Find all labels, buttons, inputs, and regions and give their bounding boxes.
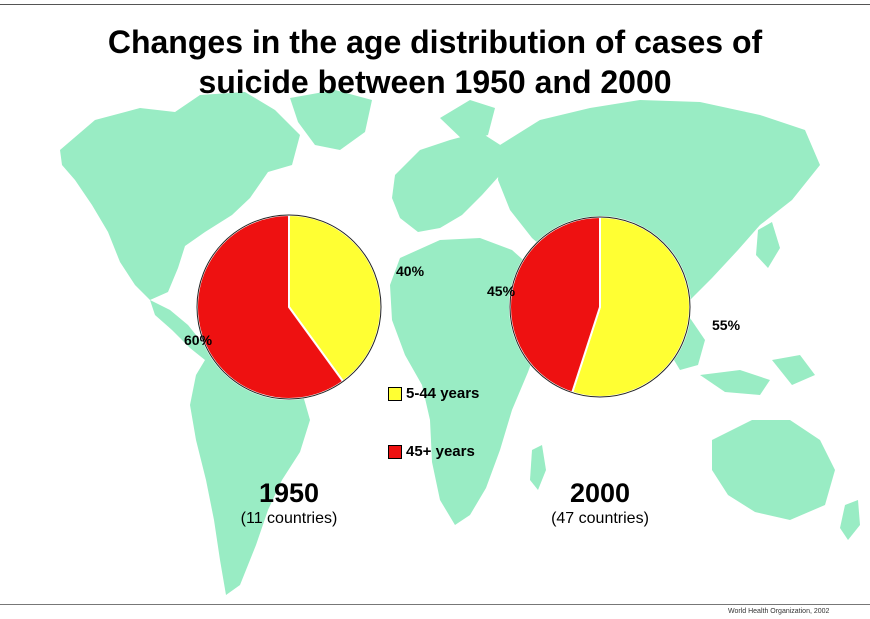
top-rule (0, 4, 870, 5)
year-label-1950: 1950 (258, 478, 320, 508)
map-japan (756, 222, 780, 268)
year-subtitle-2000: (47 countries) (551, 510, 649, 527)
legend-item-old: 45+ years (388, 443, 475, 460)
map-islands-1 (700, 370, 770, 395)
year-block-1950: 1950 (11 countries) (189, 477, 389, 529)
pie-2000-label-1: 45% (487, 283, 516, 299)
legend-label-old: 45+ years (406, 443, 475, 460)
legend-swatch-old (388, 444, 402, 459)
bottom-rule (0, 604, 870, 605)
legend-label-young: 5-44 years (406, 385, 480, 402)
map-scandinavia (440, 100, 495, 142)
footer-credit: World Health Organization, 2002 (728, 608, 830, 615)
pie-1950-outline (196, 214, 382, 400)
map-africa (390, 238, 548, 525)
year-block-2000: 2000 (47 countries) (500, 477, 700, 529)
map-islands-2 (772, 355, 815, 385)
pie-2000-label-0: 55% (712, 317, 741, 333)
map-europe (392, 132, 505, 232)
year-label-2000: 2000 (569, 478, 631, 508)
legend-item-young: 5-44 years (388, 385, 479, 402)
title-line-2: suicide between 1950 and 2000 (198, 64, 672, 100)
map-central-america (150, 300, 212, 360)
legend-swatch-young (388, 386, 402, 401)
map-new-zealand (840, 500, 860, 540)
pie-1950-label-0: 40% (396, 263, 425, 279)
map-north-america (60, 92, 300, 300)
map-greenland (290, 90, 372, 150)
map-south-america (190, 352, 310, 595)
pie-1950-label-1: 60% (184, 332, 213, 348)
title-line-1: Changes in the age distribution of cases… (107, 24, 763, 60)
pie-2000-outline (509, 216, 691, 398)
map-australia (712, 420, 835, 520)
chart-title: Changes in the age distribution of cases… (0, 22, 870, 102)
year-subtitle-1950: (11 countries) (240, 510, 338, 527)
map-madagascar (530, 445, 546, 490)
